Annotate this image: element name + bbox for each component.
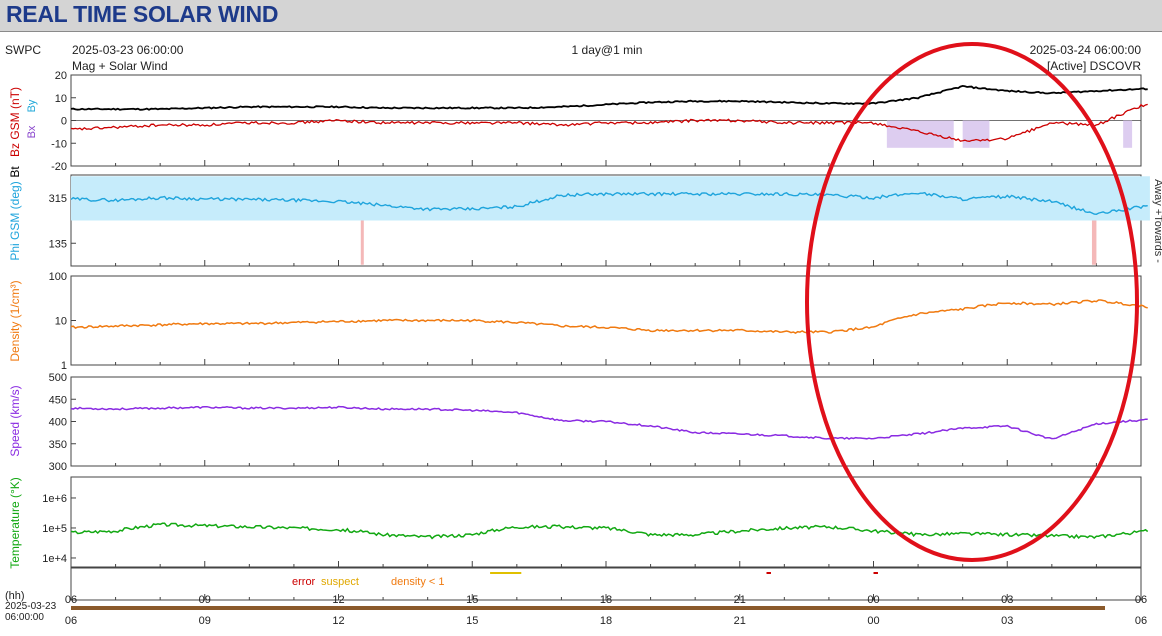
x-tick-label-lower: 06 (1135, 615, 1147, 627)
bz-series-line (70, 103, 1148, 142)
y-tick-label: 400 (49, 417, 67, 429)
solar-wind-chart: SWPC 2025-03-23 06:00:00 Mag + Solar Win… (5, 42, 1162, 627)
phi-towards-fill (360, 220, 364, 265)
phi-axis-label: Phi GSM (deg) (8, 181, 22, 260)
bz-axis-label: Bz GSM (nT) (8, 87, 22, 157)
speed-series-line (70, 405, 1148, 440)
x-tick-label-lower: 00 (867, 615, 879, 627)
legend-error: error (292, 576, 316, 588)
phi-towards-fill (1091, 220, 1097, 265)
time-line-label: 06:00:00 (5, 612, 44, 623)
legend-suspect: suspect (321, 576, 359, 588)
y-tick-label: -20 (51, 161, 67, 173)
away-towards-label: Away +Towards - (1152, 179, 1162, 263)
y-tick-label: 20 (55, 70, 67, 82)
x-tick-label: 03 (1001, 594, 1013, 606)
y-tick-label: 10 (55, 316, 67, 328)
y-tick-label: 1 (61, 360, 67, 372)
x-tick-label: 00 (867, 594, 879, 606)
hour-unit-label: (hh) (5, 590, 25, 602)
bz-negative-shading (886, 120, 954, 148)
subtitle-label: Mag + Solar Wind (72, 59, 168, 73)
temperature-axis-label: Temperature (°K) (8, 477, 22, 569)
legend-density-note: density < 1 (391, 576, 445, 588)
y-tick-label: 1e+5 (42, 523, 67, 535)
density-axis-label: Density (1/cm³) (8, 280, 22, 361)
x-tick-label: 09 (199, 594, 211, 606)
x-tick-label: 06 (65, 594, 77, 606)
page-banner: REAL TIME SOLAR WIND (0, 0, 1162, 32)
span-label: 1 day@1 min (572, 43, 643, 57)
highlight-ellipse (805, 42, 1139, 562)
page-title: REAL TIME SOLAR WIND (6, 1, 279, 27)
y-tick-label: 0 (61, 116, 67, 128)
y-tick-label: 300 (49, 461, 67, 473)
y-tick-label: 100 (49, 271, 67, 283)
bz-negative-shading (1123, 120, 1133, 148)
y-tick-label: 1e+4 (42, 553, 67, 565)
x-tick-label-lower: 03 (1001, 615, 1013, 627)
x-tick-label: 06 (1135, 594, 1147, 606)
x-tick-label: 12 (332, 594, 344, 606)
temperature-series-line (70, 522, 1149, 540)
quality-flag-mark (766, 572, 771, 574)
source-label: [Active] DSCOVR (1047, 59, 1141, 73)
y-tick-label: 1e+6 (42, 493, 67, 505)
bt-axis-label: Bt (8, 166, 22, 178)
x-tick-label-lower: 21 (734, 615, 746, 627)
agency-label: SWPC (5, 43, 41, 57)
density-panel (70, 275, 1142, 366)
speed-axis-label: Speed (km/s) (8, 385, 22, 456)
by-axis-label: By (26, 99, 38, 112)
x-tick-label-lower: 09 (199, 615, 211, 627)
end-time-label: 2025-03-24 06:00:00 (1030, 43, 1142, 57)
quality-flag-mark (873, 572, 878, 574)
x-tick-label: 18 (600, 594, 612, 606)
y-tick-label: 450 (49, 394, 67, 406)
temperature-panel (70, 476, 1142, 568)
date-timeline-bar (71, 606, 1105, 610)
bz-negative-shading (962, 120, 990, 148)
x-tick-label-lower: 12 (332, 615, 344, 627)
y-tick-label: 135 (49, 238, 67, 250)
date-line-label: 2025-03-23 (5, 601, 57, 612)
x-tick-label: 21 (734, 594, 746, 606)
start-time-label: 2025-03-23 06:00:00 (72, 43, 184, 57)
x-tick-label: 15 (466, 594, 478, 606)
y-tick-label: 10 (55, 93, 67, 105)
bt-series-line (70, 84, 1148, 111)
x-tick-label-lower: 15 (466, 615, 478, 627)
bx-axis-label: Bx (26, 125, 38, 138)
y-tick-label: 500 (49, 372, 67, 384)
phi-series-line (70, 191, 1148, 216)
y-tick-label: 315 (49, 193, 67, 205)
quality-flag-mark (490, 572, 522, 574)
y-tick-label: -10 (51, 138, 67, 150)
x-tick-label-lower: 06 (65, 615, 77, 627)
x-tick-label-lower: 18 (600, 615, 612, 627)
density-series-line (70, 299, 1148, 334)
y-tick-label: 350 (49, 439, 67, 451)
